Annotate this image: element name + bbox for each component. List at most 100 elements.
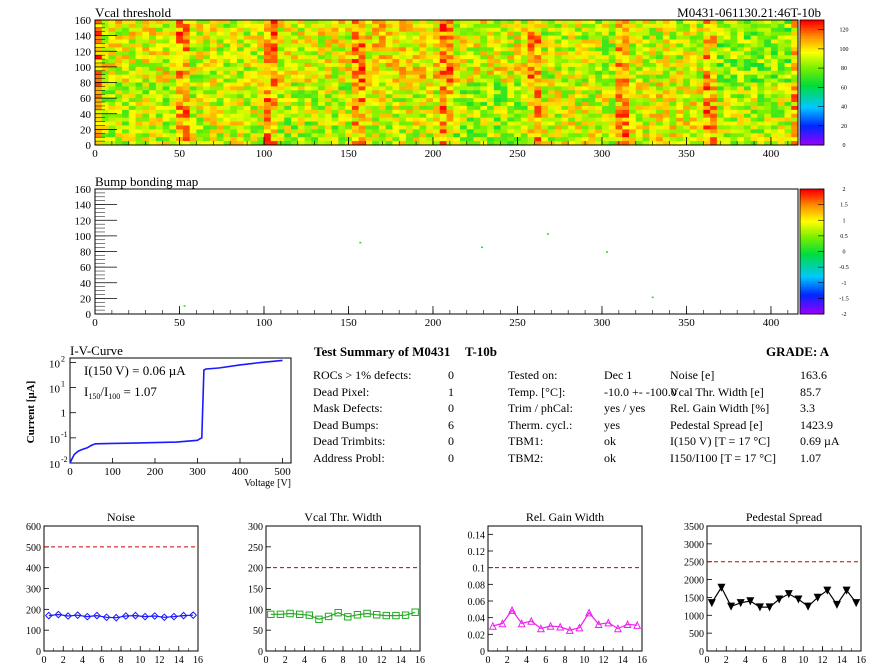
heatmap-cell xyxy=(169,59,177,64)
heatmap-cell xyxy=(345,43,353,48)
heatmap-cell xyxy=(683,35,691,40)
heatmap-cell xyxy=(115,31,123,37)
heatmap-cell xyxy=(507,90,515,95)
heatmap-cell xyxy=(784,109,792,115)
heatmap-cell xyxy=(764,113,772,119)
heatmap-cell xyxy=(243,51,251,56)
heatmap-cell xyxy=(243,117,251,122)
heatmap-cell xyxy=(595,70,603,76)
heatmap-cell xyxy=(419,141,427,146)
heatmap-cell xyxy=(676,129,684,134)
heatmap-cell xyxy=(216,82,224,87)
heatmap-cell xyxy=(284,51,292,56)
heatmap-cell xyxy=(149,35,157,40)
heatmap-cell xyxy=(777,137,785,142)
heatmap-cell xyxy=(122,43,130,48)
heatmap-cell xyxy=(595,117,603,122)
heatmap-cell xyxy=(230,141,238,146)
heatmap-cell xyxy=(331,113,339,119)
heatmap-cell xyxy=(162,117,170,122)
heatmap-cell xyxy=(683,47,691,52)
heatmap-cell xyxy=(270,82,278,87)
heatmap-cell xyxy=(743,125,752,130)
y-tick-label: 100 xyxy=(75,231,92,243)
heatmap-cell xyxy=(547,47,556,52)
heatmap-cell xyxy=(189,70,197,76)
heatmap-cell xyxy=(331,102,339,107)
heatmap-cell xyxy=(541,121,549,126)
map-frame xyxy=(94,188,799,315)
heatmap-cell xyxy=(541,23,549,29)
heatmap-cell xyxy=(372,98,380,103)
series-marker xyxy=(536,624,545,633)
heatmap-cell xyxy=(784,27,792,33)
heatmap-cell xyxy=(629,70,637,76)
heatmap-cell xyxy=(608,90,616,95)
heatmap-cell xyxy=(230,117,238,122)
heatmap-cell xyxy=(257,109,265,115)
heatmap-cell xyxy=(405,94,414,99)
heatmap-cell xyxy=(770,113,779,119)
palette-tick-label: -2 xyxy=(842,312,847,318)
series-marker xyxy=(73,611,82,620)
heatmap-cell xyxy=(460,47,468,52)
y-tick-label: 120 xyxy=(75,46,92,58)
heatmap-cell xyxy=(622,86,630,91)
heatmap-cell xyxy=(182,82,191,87)
heatmap-cell xyxy=(777,82,785,87)
heatmap-cell xyxy=(608,62,616,68)
heatmap-cell xyxy=(750,43,758,48)
heatmap-cell xyxy=(338,133,346,138)
series-marker xyxy=(112,613,121,622)
heatmap-cell xyxy=(236,66,245,72)
heatmap-cell xyxy=(405,129,414,134)
heatmap-cell xyxy=(405,105,414,111)
series-marker xyxy=(334,608,342,617)
heatmap-cell xyxy=(676,141,684,146)
heatmap-cell xyxy=(574,102,583,107)
heatmap-cell xyxy=(683,20,691,25)
heatmap-cell xyxy=(176,31,184,37)
heatmap-cell xyxy=(514,98,522,103)
heatmap-cell xyxy=(520,137,529,142)
heatmap-cell xyxy=(196,59,204,64)
heatmap-cell xyxy=(324,82,332,87)
heatmap-cell xyxy=(128,117,136,122)
heatmap-cell xyxy=(676,59,684,64)
heatmap-cell xyxy=(108,94,116,99)
heatmap-cell xyxy=(541,27,549,33)
heatmap-cell xyxy=(122,129,130,134)
heatmap-cell xyxy=(304,27,312,33)
heatmap-cell xyxy=(615,78,623,83)
heatmap-cell xyxy=(716,43,725,48)
heatmap-cell xyxy=(345,74,353,79)
heatmap-cell xyxy=(189,105,197,111)
bump-map-title: Bump bonding map xyxy=(95,174,198,189)
heatmap-cell xyxy=(284,43,292,48)
heatmap-cell xyxy=(270,59,278,64)
heatmap-cell xyxy=(284,141,292,146)
heatmap-cell xyxy=(514,74,522,79)
heatmap-cell xyxy=(297,35,305,40)
series-marker xyxy=(823,586,832,595)
heatmap-cell xyxy=(527,66,535,72)
heatmap-cell xyxy=(473,90,481,95)
heatmap-cell xyxy=(642,39,650,44)
heatmap-cell xyxy=(777,27,785,33)
heatmap-cell xyxy=(764,31,772,37)
heatmap-cell xyxy=(128,137,136,142)
heatmap-cell xyxy=(642,102,650,107)
heatmap-cell xyxy=(791,66,799,72)
heatmap-cell xyxy=(764,90,772,95)
heatmap-cell xyxy=(426,39,434,44)
series-marker xyxy=(623,620,632,629)
heatmap-cell xyxy=(581,74,589,79)
heatmap-cell xyxy=(764,20,772,25)
heatmap-cell xyxy=(534,35,542,40)
heatmap-cell xyxy=(243,20,251,25)
heatmap-cell xyxy=(209,94,218,99)
heatmap-cell xyxy=(791,59,799,64)
heatmap-cell xyxy=(696,59,704,64)
heatmap-cell xyxy=(372,141,380,146)
heatmap-cell xyxy=(568,94,576,99)
